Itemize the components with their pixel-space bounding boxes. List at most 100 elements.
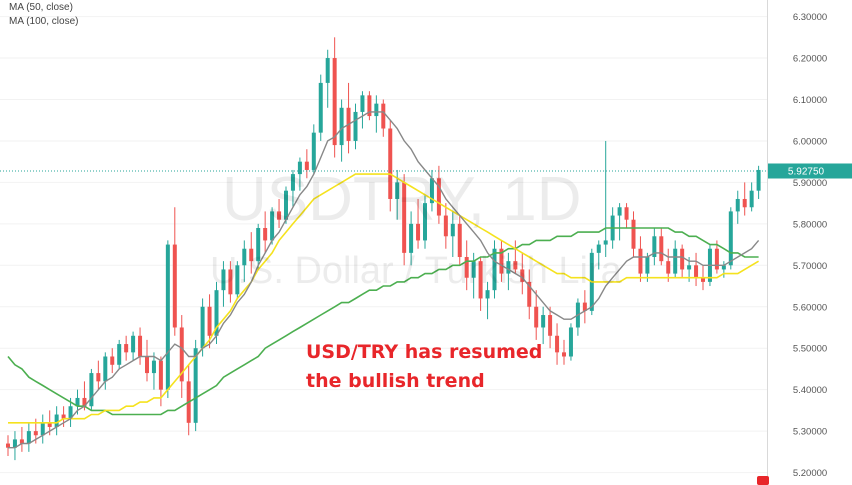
y-tick-label: 5.50000 [793, 344, 827, 355]
candle-body [193, 348, 198, 423]
candle-body [582, 302, 587, 311]
grid [0, 16, 767, 474]
candle-body [228, 269, 233, 295]
candle-body [82, 397, 87, 407]
candle-body [402, 182, 407, 253]
watermark-description: U.S. Dollar / Turkish Lira [210, 250, 622, 292]
candle-body [12, 439, 17, 448]
candle-body [165, 244, 170, 390]
candle-body [645, 257, 650, 274]
candle-body [680, 248, 685, 270]
candle-body [26, 431, 31, 444]
y-tick-label: 5.60000 [793, 302, 827, 313]
candle-body [562, 352, 566, 357]
candle-body [492, 248, 497, 291]
candle-body [367, 95, 372, 117]
candle-body [172, 244, 177, 328]
last-price-tag: 5.92750 [768, 163, 852, 179]
candle-body [103, 356, 108, 382]
annotation-line-2: the bullish trend [306, 370, 485, 392]
ma-50-line [8, 173, 760, 424]
y-tick-label: 6.00000 [793, 136, 827, 147]
candle-body [200, 306, 205, 349]
candle-body [721, 265, 726, 270]
price-axis: 5.20000 5.30000 5.40000 5.50000 5.60000 5.700… [767, 0, 827, 485]
ma-100-line [7, 227, 759, 416]
candle-body [624, 207, 629, 220]
candle-body [290, 174, 295, 191]
candle-body [158, 360, 163, 390]
candle-body [249, 248, 254, 262]
y-tick-label: 5.80000 [793, 219, 827, 230]
candle-body [735, 198, 740, 212]
candle-body [617, 207, 622, 216]
candle-body [652, 236, 657, 258]
candle-body [353, 111, 358, 141]
legend-ma50: MA (50, close) [9, 2, 73, 13]
candle-body [520, 269, 525, 282]
candle-body [534, 306, 539, 328]
candle-body [19, 439, 24, 444]
y-tick-label: 5.70000 [793, 261, 827, 272]
candle-body [436, 178, 441, 216]
timeframe-icon [757, 476, 769, 485]
candle-body [568, 327, 573, 357]
y-tick-label: 6.10000 [793, 95, 827, 106]
candle-body [728, 211, 733, 266]
candle-body [423, 203, 427, 241]
candle-body [596, 244, 601, 253]
y-tick-label: 5.40000 [793, 385, 827, 396]
last-price-tag-label: 5.92750 [788, 166, 825, 177]
candle-body [541, 315, 546, 328]
candle-body [742, 198, 747, 208]
candle-body [221, 269, 226, 291]
candle-body [555, 335, 560, 353]
candle-body [687, 265, 692, 270]
candle-body [207, 306, 212, 336]
candle-body [457, 223, 462, 258]
candle-body [659, 236, 664, 262]
candle-body [242, 248, 247, 266]
candle-body [749, 190, 754, 208]
candle-body [6, 443, 10, 448]
candle-body [478, 261, 483, 299]
candle-body [256, 227, 261, 262]
candle-body [694, 265, 699, 278]
candle-body [485, 290, 490, 299]
candle-body [68, 406, 73, 419]
candle-body [631, 219, 636, 249]
candle-body [548, 315, 553, 336]
candle-body [450, 223, 455, 237]
candle-body [311, 132, 316, 170]
candle-body [527, 281, 532, 307]
candle-body [374, 103, 379, 117]
candle-body [395, 182, 400, 199]
legend-ma100: MA (100, close) [9, 16, 79, 27]
candle-body [701, 277, 705, 282]
candle-body [235, 265, 240, 295]
candle-body [499, 248, 504, 274]
candle-body [388, 128, 393, 199]
candle-body [332, 58, 337, 146]
candle-body [40, 422, 45, 436]
candle-body [416, 223, 421, 241]
candle-body [325, 58, 330, 83]
y-tick-label: 6.20000 [793, 54, 827, 65]
candle-body [297, 161, 302, 175]
candle-body [318, 82, 323, 133]
candle-body [284, 190, 288, 220]
last-price-tag-box [768, 163, 852, 179]
candle-body [47, 422, 52, 427]
candle-body [603, 240, 608, 245]
candle-body [117, 344, 122, 365]
candle-body [443, 215, 448, 237]
watermark-symbol: USDTRY, 1D [222, 165, 582, 234]
candle-body [381, 103, 386, 129]
candle-body [304, 161, 309, 170]
candle-body [409, 223, 414, 253]
candle-body [33, 431, 38, 436]
candle-body [638, 248, 643, 274]
y-tick-label: 5.30000 [793, 427, 827, 438]
